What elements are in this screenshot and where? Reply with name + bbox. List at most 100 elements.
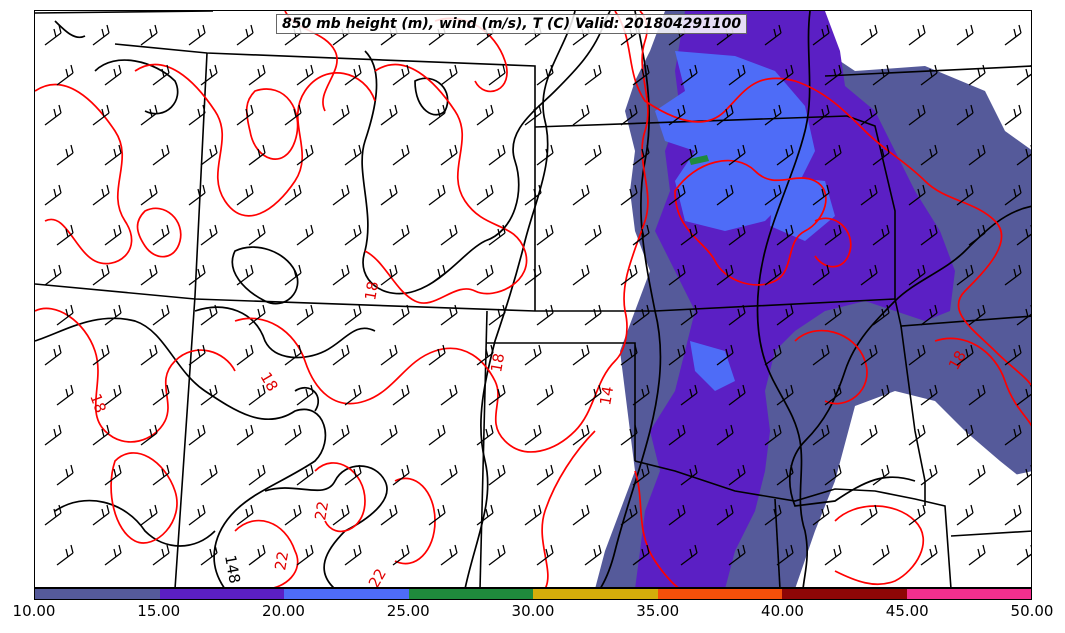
- temperature-contour: [634, 470, 679, 587]
- wind-barb-icon: [536, 64, 554, 86]
- temperature-contour: [234, 11, 649, 453]
- wind-barb-icon: [476, 504, 494, 526]
- wind-barb-icon: [824, 144, 842, 166]
- wind-barb-icon: [488, 64, 506, 86]
- wind-barb-icon: [860, 104, 878, 126]
- wind-barb-icon: [968, 144, 986, 166]
- wind-barb-icon: [92, 504, 110, 526]
- wind-barb-icon: [56, 384, 74, 406]
- wind-barb-icon: [968, 464, 986, 486]
- temperature-label: 22: [311, 500, 332, 522]
- wind-barb-icon: [44, 104, 62, 126]
- temperature-contour: [35, 307, 236, 443]
- shade-20-25-c: [690, 341, 735, 391]
- map-title: 850 mb height (m), wind (m/s), T (C) Val…: [276, 14, 748, 34]
- wind-barb-icon: [968, 224, 986, 246]
- colorbar-segment: [408, 589, 533, 599]
- wind-barb-icon: [440, 144, 458, 166]
- colorbar-tick-label: 10.00: [12, 602, 56, 620]
- colorbar-tick-label: 25.00: [386, 602, 430, 620]
- wind-barb-icon: [1016, 225, 1031, 246]
- wind-barb-icon: [200, 544, 218, 566]
- wind-barb-icon: [236, 504, 254, 526]
- wind-barb-icon: [584, 224, 602, 246]
- height-contour: [194, 306, 376, 359]
- border-line: [634, 460, 952, 587]
- wind-barb-icon: [764, 184, 782, 206]
- wind-barb-icon: [572, 184, 590, 206]
- border-line: [824, 65, 1031, 77]
- temperature-contour: [394, 477, 436, 565]
- wind-barb-icon: [236, 344, 254, 366]
- temperature-label: 18: [86, 391, 109, 415]
- height-contour: [54, 499, 216, 547]
- wind-barb-icon: [284, 104, 302, 126]
- wind-barb-icon: [956, 24, 974, 46]
- wind-barb-icon: [776, 304, 794, 326]
- wind-barb-icon: [728, 464, 746, 486]
- wind-barb-icon: [716, 504, 734, 526]
- wind-barb-icon: [968, 64, 986, 86]
- wind-barb-icon: [248, 224, 266, 246]
- wind-barb-icon: [200, 144, 218, 166]
- wind-barb-icon: [92, 104, 110, 126]
- wind-barb-icon: [1004, 104, 1022, 126]
- wind-barb-icon: [140, 104, 158, 126]
- wind-barb-icon: [332, 424, 350, 446]
- wind-barb-icon: [668, 424, 686, 446]
- wind-barb-icon: [716, 184, 734, 206]
- wind-barb-icon: [908, 104, 926, 126]
- wind-barb-icon: [56, 464, 74, 486]
- wind-barb-icon: [920, 64, 938, 86]
- wind-barb-icon: [344, 64, 362, 86]
- wind-barb-icon: [476, 264, 494, 286]
- wind-barb-icon: [476, 184, 494, 206]
- wind-barb-icon: [1004, 264, 1022, 286]
- shade-25-30: [689, 155, 709, 165]
- wind-barb-icon: [44, 264, 62, 286]
- wind-barb-icon: [776, 144, 794, 166]
- border-line: [900, 325, 926, 506]
- map-panel: 18 18 18 18 18 14 22 22 22 148: [34, 10, 1032, 588]
- wind-barb-icon: [764, 504, 782, 526]
- wind-barb-icon: [776, 224, 794, 246]
- wind-barb-icon: [92, 184, 110, 206]
- wind-barb-icon: [296, 224, 314, 246]
- wind-barb-icon: [572, 264, 590, 286]
- wind-barb-icon: [200, 384, 218, 406]
- wind-barb-icon: [380, 264, 398, 286]
- wind-barb-icon: [920, 224, 938, 246]
- height-contour: [231, 246, 299, 305]
- wind-barb-icon: [584, 304, 602, 326]
- wind-barb-icon: [392, 464, 410, 486]
- wind-barb-icon: [152, 464, 170, 486]
- wind-barb-icon: [716, 424, 734, 446]
- wind-barb-icon: [248, 544, 266, 566]
- wind-barb-icon: [56, 224, 74, 246]
- colorbar: [34, 588, 1032, 600]
- wind-barb-icon: [584, 384, 602, 406]
- wind-barb-icon: [524, 424, 542, 446]
- wind-barb-icon: [668, 104, 686, 126]
- wind-barb-icon: [200, 64, 218, 86]
- wind-barb-icon: [812, 24, 830, 46]
- wind-barb-icon: [632, 144, 650, 166]
- wind-barb-icon: [56, 304, 74, 326]
- wind-barb-icon: [584, 144, 602, 166]
- height-contour: [361, 11, 611, 295]
- wind-barb-icon: [104, 384, 122, 406]
- wind-barb-icon: [248, 64, 266, 86]
- wind-barb-icon: [140, 504, 158, 526]
- wind-barb-icon: [380, 184, 398, 206]
- wind-barb-icon: [248, 464, 266, 486]
- wind-barb-icon: [200, 304, 218, 326]
- wind-barb-icon: [680, 224, 698, 246]
- wind-barb-icon: [728, 224, 746, 246]
- wind-barb-icon: [572, 344, 590, 366]
- wind-barb-icon: [344, 144, 362, 166]
- temperature-label: 14: [596, 385, 617, 407]
- wind-barb-icon: [92, 264, 110, 286]
- wind-barb-icon: [524, 504, 542, 526]
- wind-barb-icon: [584, 464, 602, 486]
- wind-barb-icon: [764, 264, 782, 286]
